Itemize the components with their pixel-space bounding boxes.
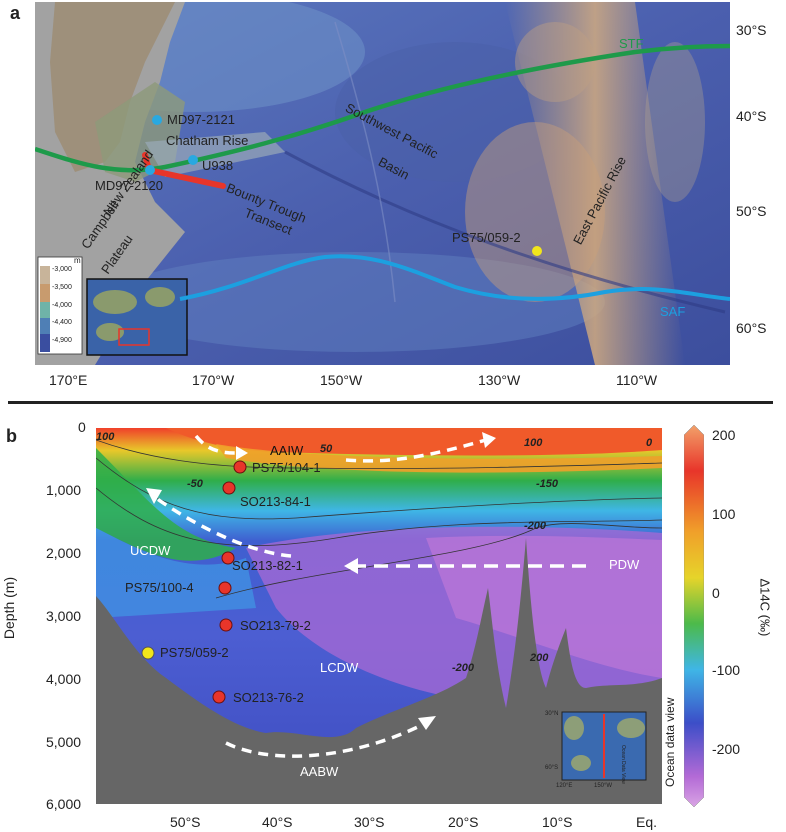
md97-2120-label: MD97-2120	[95, 178, 163, 193]
legend-v4: -4,400	[52, 319, 72, 326]
contour-label-minus200-b: -200	[452, 662, 475, 674]
panel-a-letter: a	[10, 3, 21, 23]
lon-tick-170w: 170°W	[192, 372, 235, 388]
station-so213-76-2-label: SO213-76-2	[233, 690, 304, 705]
lon-tick-130w: 130°W	[478, 372, 521, 388]
contour-label-50: 50	[320, 443, 333, 455]
inset-120e: 120°E	[556, 783, 573, 789]
stf-front-line	[35, 43, 730, 173]
station-ps75-100-4-dot	[218, 581, 232, 595]
lon-tick-150w: 150°W	[320, 372, 363, 388]
station-ps75-104-1-dot	[233, 460, 247, 474]
station-ps75-059-2-dot	[141, 646, 155, 660]
stf-label: STF	[619, 36, 644, 51]
x-tick-eq: Eq.	[636, 814, 658, 830]
y-tick-0: 0	[78, 419, 86, 435]
aabw-label: AABW	[300, 764, 339, 779]
ocean-data-view-label: Ocean data view	[663, 697, 677, 787]
colorbar-tick-minus200: -200	[712, 741, 741, 757]
y-tick-2000: 2,000	[46, 545, 82, 561]
legend-unit: m	[74, 256, 81, 265]
station-ps75-059-2-label: PS75/059-2	[160, 645, 229, 660]
lat-tick-60s: 60°S	[736, 320, 767, 336]
colorbar-tick-0: 0	[712, 585, 720, 601]
contour-label-minus50: -50	[187, 478, 203, 490]
y-tick-6000: 6,000	[46, 796, 82, 812]
depth-legend	[37, 256, 83, 355]
inset-60s: 60°S	[545, 765, 559, 771]
saf-front-line	[179, 254, 730, 301]
colorbar-tick-200: 200	[712, 427, 736, 443]
site-u938	[188, 155, 198, 165]
contour-label-100-left: 100	[96, 431, 115, 443]
station-so213-82-1-label: SO213-82-1	[232, 558, 303, 573]
x-tick-30s: 30°S	[354, 814, 385, 830]
inset-30n: 30°N	[545, 711, 559, 717]
aaiw-label: AAIW	[270, 443, 304, 458]
y-tick-5000: 5,000	[46, 734, 82, 750]
pdw-label: PDW	[609, 557, 640, 572]
colorbar-tick-minus100: -100	[712, 662, 741, 678]
site-md97-2121	[152, 115, 162, 125]
station-so213-79-2-label: SO213-79-2	[240, 618, 311, 633]
lcdw-label: LCDW	[320, 660, 359, 675]
md97-2121-label: MD97-2121	[167, 112, 235, 127]
x-tick-40s: 40°S	[262, 814, 293, 830]
panel-b-letter: b	[6, 426, 17, 446]
y-tick-3000: 3,000	[46, 608, 82, 624]
legend-v5: -4,900	[52, 337, 72, 344]
x-tick-10s: 10°S	[542, 814, 573, 830]
ucdw-label: UCDW	[130, 543, 171, 558]
contour-label-minus150: -150	[536, 478, 559, 490]
station-ps75-100-4-label: PS75/100-4	[125, 580, 194, 595]
y-axis-title: Depth (m)	[1, 576, 18, 640]
x-tick-50s: 50°S	[170, 814, 201, 830]
station-so213-76-2-dot	[212, 690, 226, 704]
station-ps75-104-1-label: PS75/104-1	[252, 460, 321, 475]
x-tick-20s: 20°S	[448, 814, 479, 830]
panel-b-section	[96, 428, 662, 804]
lat-tick-50s: 50°S	[736, 203, 767, 219]
contour-label-0: 0	[646, 437, 653, 449]
u938-label: U938	[202, 158, 234, 173]
station-so213-84-1-dot	[222, 481, 236, 495]
inset-150w: 150°W	[594, 783, 613, 789]
station-so213-79-2-dot	[219, 618, 233, 632]
legend-v3: -4,000	[52, 302, 72, 309]
colorbar	[684, 425, 704, 807]
contour-label-minus200-a: -200	[524, 520, 547, 532]
panel-a-map	[35, 2, 730, 365]
contour-label-200: 200	[530, 652, 549, 664]
contour-label-100-right: 100	[524, 437, 543, 449]
ps75-059-2-map-label: PS75/059-2	[452, 230, 521, 245]
chatham-rise-label: Chatham Rise	[166, 133, 249, 148]
site-ps75-059-2-a	[532, 246, 542, 256]
colorbar-title: Δ14C (‰)	[757, 578, 773, 637]
station-so213-82-1-dot	[221, 551, 235, 565]
lon-tick-170e: 170°E	[49, 372, 88, 388]
y-tick-1000: 1,000	[46, 482, 82, 498]
legend-v2: -3,500	[52, 284, 72, 291]
lat-tick-40s: 40°S	[736, 108, 767, 124]
legend-v1: -3,000	[52, 266, 72, 273]
panel-separator	[8, 401, 773, 404]
lat-tick-30s: 30°S	[736, 22, 767, 38]
inset-odv: Ocean Data View	[620, 745, 626, 784]
y-tick-4000: 4,000	[46, 671, 82, 687]
saf-label: SAF	[660, 304, 686, 319]
station-so213-84-1-label: SO213-84-1	[240, 494, 311, 509]
site-md97-2120	[145, 165, 155, 175]
lon-tick-110w: 110°W	[616, 372, 658, 388]
colorbar-tick-100: 100	[712, 506, 736, 522]
